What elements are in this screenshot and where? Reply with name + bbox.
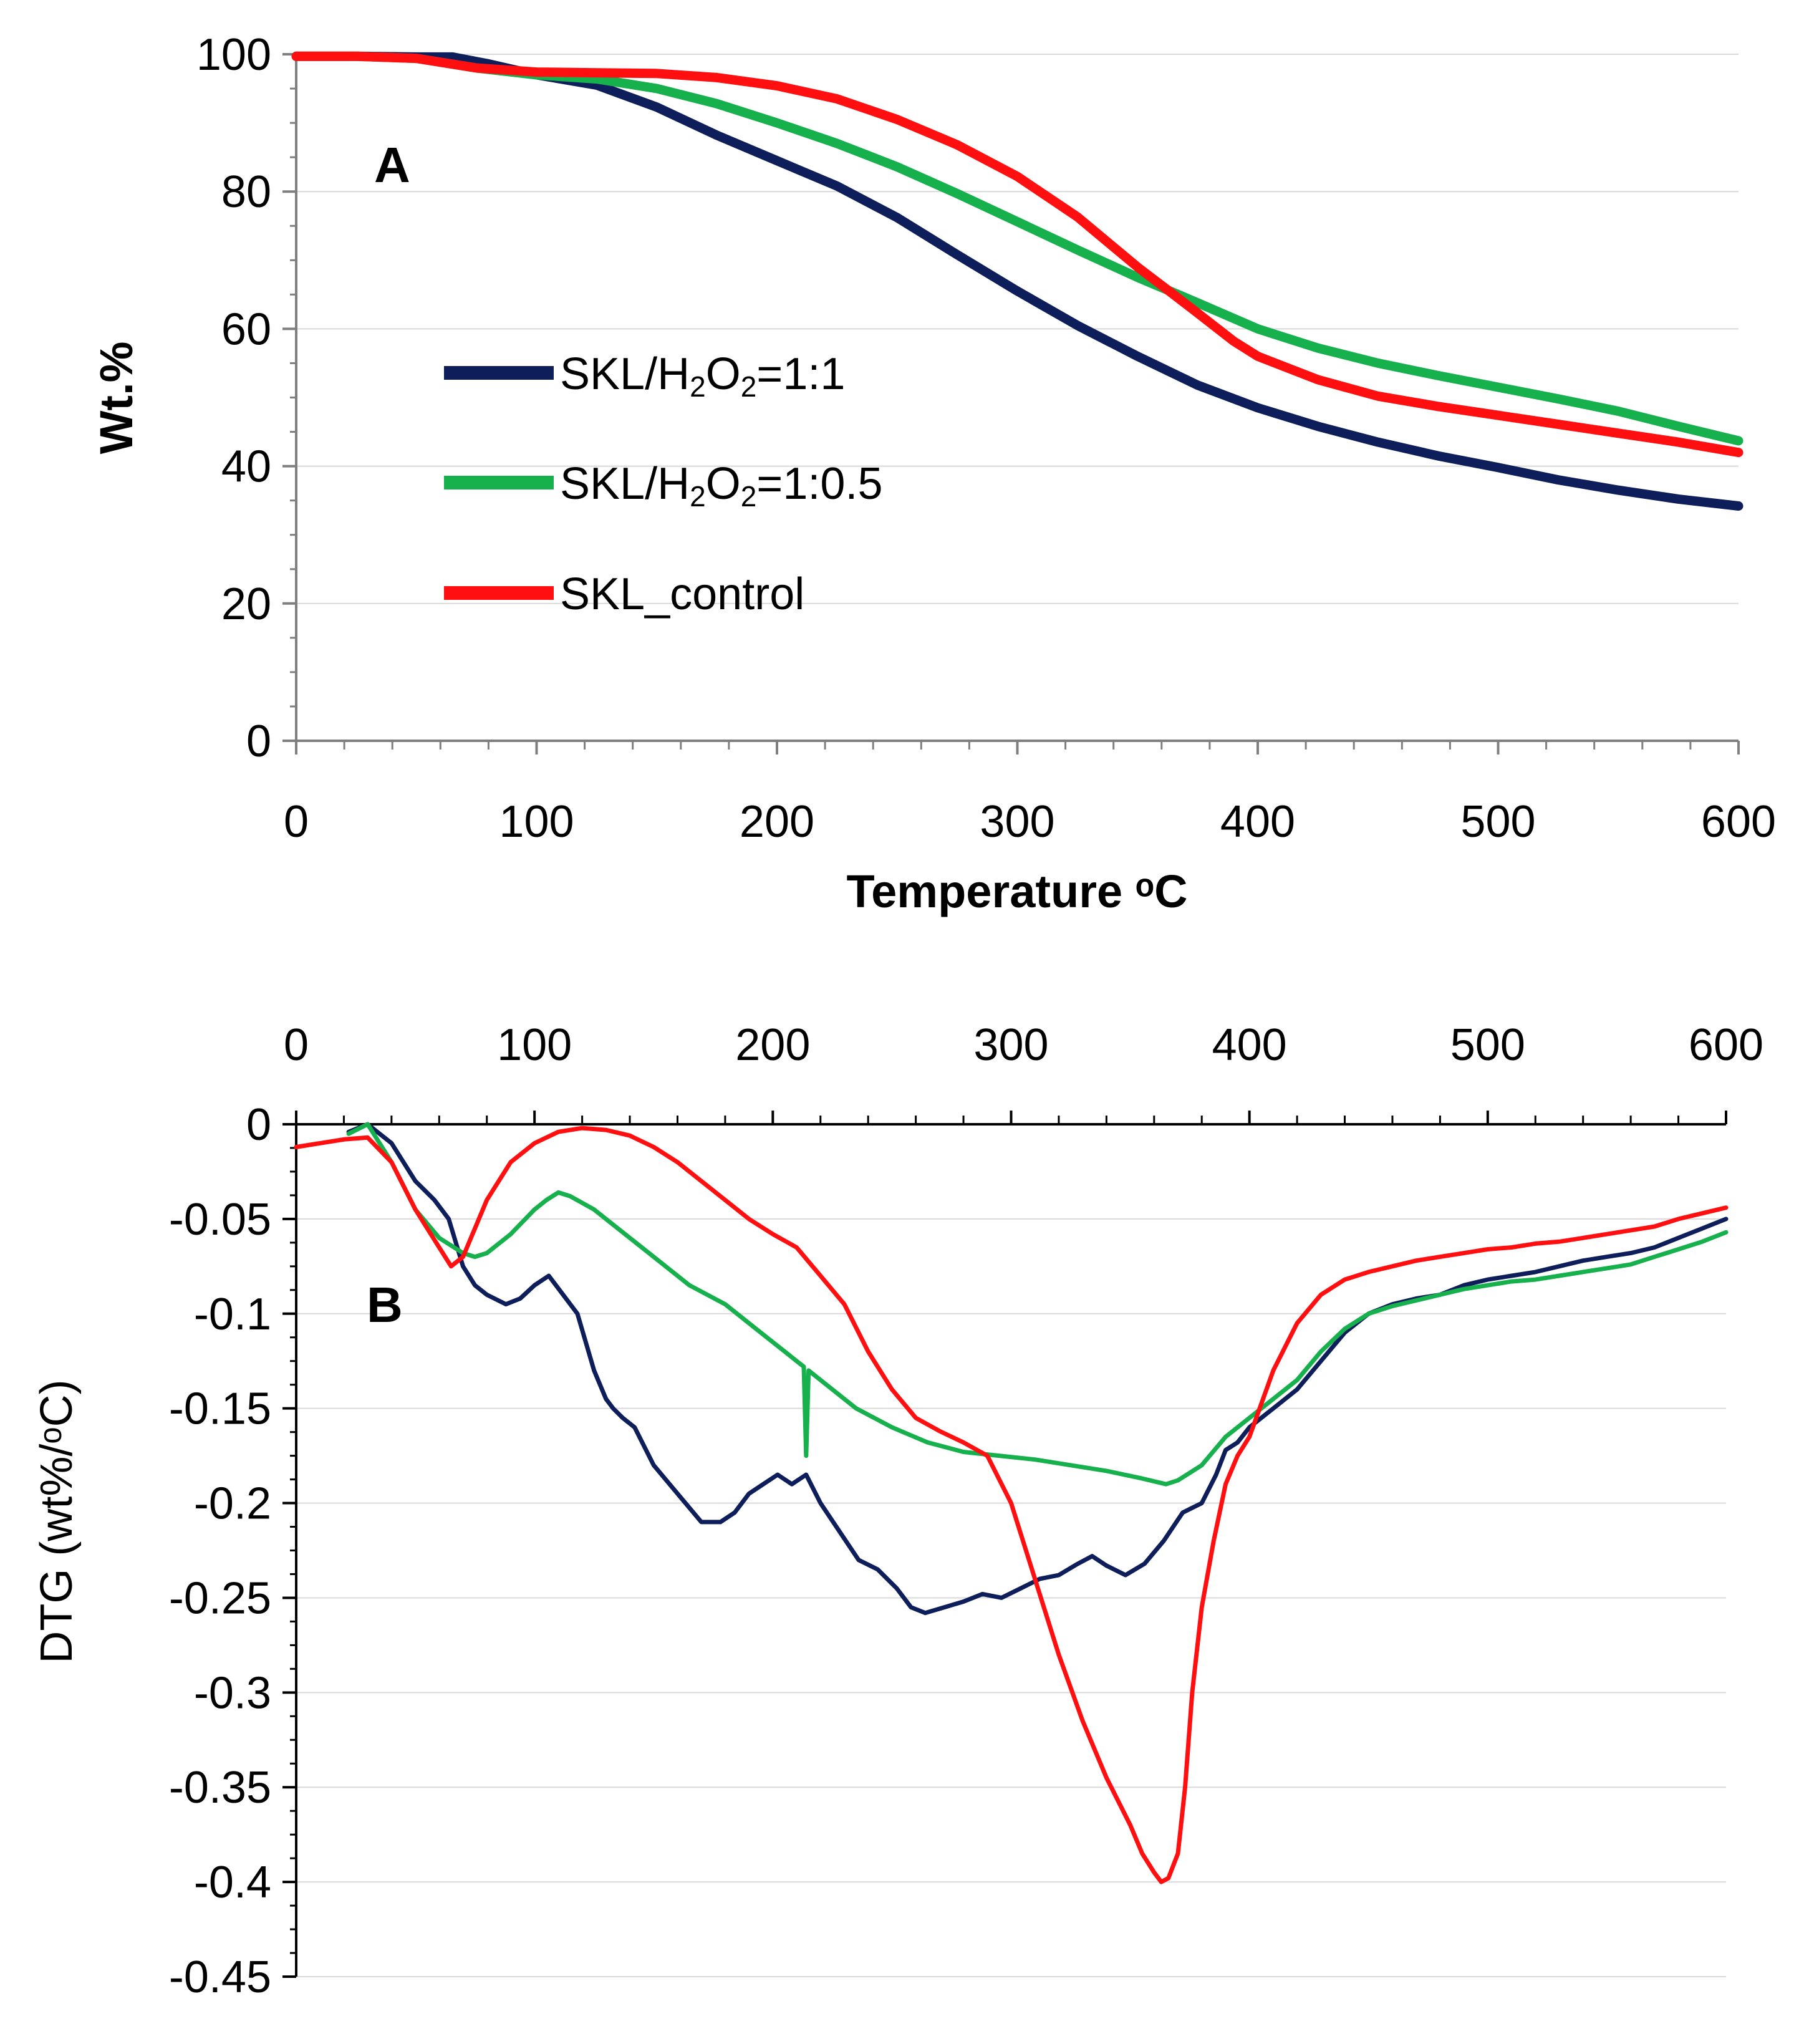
panel-a-x-tick-label: 600 xyxy=(1701,797,1776,847)
panel-b-y-tick-label: -0.3 xyxy=(194,1668,271,1718)
panel-a-y-tick-label: 60 xyxy=(221,304,271,354)
panel-b-series xyxy=(294,1122,1729,1884)
panel-a-series-skl-h2o2-1-1 xyxy=(291,51,1744,511)
panel-a-x-axis-title: Temperature ᵒC xyxy=(846,865,1187,917)
panel-a-y-axis-title: Wt.% xyxy=(90,342,142,455)
panel-a-y-tick-label: 100 xyxy=(196,30,271,80)
panel-a-chart: 0 20 40 60 80 100 0 100 200 300 400 500 600 A Tempe… xyxy=(90,30,1776,917)
panel-b-y-tick-label: -0.4 xyxy=(194,1858,271,1907)
panel-a-x-tick-label: 300 xyxy=(980,797,1054,847)
panel-b-gridlines xyxy=(296,1218,1726,1977)
panel-b-x-tick-label: 600 xyxy=(1689,1020,1763,1070)
panel-b-x-tick-label: 500 xyxy=(1450,1020,1525,1070)
panel-b-minor-ticks xyxy=(282,1111,1727,1978)
panel-a-gridlines xyxy=(296,54,1739,604)
legend-label-skl-h2o2-1-1: SKL/H2O2=1:1 xyxy=(560,349,845,403)
panel-b-y-tick-label: -0.45 xyxy=(169,1952,271,2002)
panel-a-x-tick-label: 400 xyxy=(1220,797,1295,847)
panel-a-y-tick-labels: 0 20 40 60 80 100 xyxy=(196,30,271,766)
panel-b-y-tick-label: -0.35 xyxy=(169,1763,271,1813)
panel-b-x-tick-label: 400 xyxy=(1212,1020,1287,1070)
panel-a-series xyxy=(291,51,1744,511)
panel-b-series-skl-control xyxy=(294,1126,1729,1884)
panel-a-x-tick-labels: 0 100 200 300 400 500 600 xyxy=(284,797,1776,847)
panel-b-x-tick-labels: 0 100 200 300 400 500 600 xyxy=(284,1020,1763,1070)
panel-b-chart: 0 -0.05 -0.1 -0.15 -0.2 -0.25 -0.3 -0.35 -0.4 -0.… xyxy=(32,1020,1763,2002)
panel-a-y-tick-label: 0 xyxy=(246,716,271,766)
legend-label-skl-h2o2-1-05: SKL/H2O2=1:0.5 xyxy=(560,459,882,513)
panel-a-series-skl-control xyxy=(291,51,1744,458)
panel-b-x-tick-label: 0 xyxy=(284,1020,309,1070)
panel-b-series-skl-h2o2-1-05 xyxy=(346,1122,1729,1487)
panel-a-series-skl-h2o2-1-05 xyxy=(291,51,1744,446)
panel-a-minor-ticks xyxy=(282,53,1740,754)
panel-b-y-tick-label: -0.2 xyxy=(194,1479,271,1529)
panel-b-y-tick-label: -0.05 xyxy=(169,1195,271,1245)
panel-b-y-tick-label: -0.15 xyxy=(169,1384,271,1434)
panel-a-y-tick-label: 80 xyxy=(221,167,271,217)
legend-label-skl-control: SKL_control xyxy=(560,569,804,619)
panel-a-x-tick-label: 200 xyxy=(740,797,814,847)
panel-b-x-tick-label: 100 xyxy=(497,1020,572,1070)
panel-b-label: B xyxy=(367,1277,403,1333)
panel-a-x-tick-label: 500 xyxy=(1460,797,1535,847)
panel-b-y-tick-label: -0.1 xyxy=(194,1290,271,1339)
panel-a-x-tick-label: 0 xyxy=(284,797,309,847)
panel-a-y-tick-label: 40 xyxy=(221,442,271,492)
panel-b-y-tick-labels: 0 -0.05 -0.1 -0.15 -0.2 -0.25 -0.3 -0.35 -0.4 -0.… xyxy=(169,1100,271,2002)
panel-b-y-tick-label: -0.25 xyxy=(169,1573,271,1623)
panel-b-series-skl-h2o2-1-1 xyxy=(346,1122,1729,1616)
panel-b-y-axis-title: DTG (wt%/ᵒC) xyxy=(32,1379,82,1663)
panel-a-x-tick-label: 100 xyxy=(499,797,574,847)
panel-b-y-tick-label: 0 xyxy=(246,1100,271,1150)
panel-b-x-tick-label: 200 xyxy=(735,1020,810,1070)
panel-a-label: A xyxy=(374,137,410,193)
panel-b-x-tick-label: 300 xyxy=(973,1020,1048,1070)
panel-a-y-tick-label: 20 xyxy=(221,579,271,629)
panel-a-legend: SKL/H2O2=1:1 SKL/H2O2=1:0.5 SKL_control xyxy=(444,349,882,619)
